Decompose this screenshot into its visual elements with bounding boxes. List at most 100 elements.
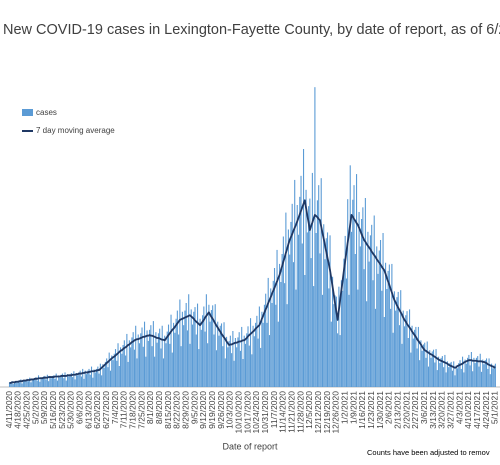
bar (244, 343, 247, 387)
bar (282, 236, 284, 387)
bar (217, 321, 219, 387)
bar (440, 357, 442, 387)
bar (390, 308, 392, 387)
bar (241, 326, 243, 387)
bar (156, 342, 158, 387)
bar (166, 331, 168, 387)
x-tick-label: 3/20/2021 (437, 391, 447, 429)
bar (12, 384, 14, 387)
bar (463, 372, 465, 387)
bar (142, 346, 144, 387)
bar (275, 304, 277, 387)
bar (10, 383, 12, 387)
bar (465, 363, 467, 387)
x-tick-label: 1/30/2021 (375, 391, 385, 429)
bar (320, 178, 322, 387)
bar (398, 325, 401, 387)
bar (218, 335, 220, 387)
bar (409, 309, 411, 387)
bar (263, 304, 265, 387)
bar (34, 378, 36, 387)
bar (487, 368, 489, 387)
bar (165, 343, 167, 387)
bar (233, 360, 235, 387)
bar (67, 374, 69, 387)
bar (203, 306, 205, 387)
bar (22, 380, 24, 387)
bar (149, 329, 151, 387)
bar (89, 374, 91, 387)
bar (286, 304, 288, 387)
bar (426, 341, 428, 387)
bar (492, 368, 494, 387)
bar (363, 269, 365, 387)
bar (318, 185, 320, 387)
bar (21, 383, 23, 387)
bar (199, 318, 201, 387)
bar (220, 323, 223, 387)
bar (427, 366, 430, 387)
bar (53, 375, 55, 387)
bar (104, 361, 106, 387)
bar (265, 293, 267, 387)
bar (64, 372, 66, 387)
bar (330, 321, 332, 387)
bar (451, 370, 454, 387)
legend-label: cases (36, 108, 57, 117)
bar (308, 206, 310, 387)
bar (300, 175, 302, 387)
bar (160, 348, 162, 387)
bar (45, 379, 47, 387)
x-tick-label: 1/2/2021 (339, 391, 349, 424)
bar (332, 276, 334, 387)
bar (338, 286, 340, 387)
bar (489, 374, 491, 387)
bar (443, 367, 445, 387)
bar (454, 375, 456, 387)
bar (169, 343, 171, 387)
legend-swatch (22, 109, 33, 116)
bar (313, 286, 315, 387)
bar (456, 368, 459, 387)
bar (214, 304, 216, 387)
x-tick-label: 5/1/2021 (490, 391, 500, 424)
x-tick-label: 3/13/2021 (428, 391, 438, 429)
bar (358, 212, 360, 387)
bar (374, 308, 377, 387)
bar (180, 346, 182, 387)
x-tick-label: 12/19/2020 (322, 391, 332, 434)
bar (174, 332, 176, 387)
bar (414, 329, 416, 387)
x-tick-label: 8/8/2020 (154, 391, 164, 424)
bar (280, 282, 282, 387)
bar (161, 325, 163, 387)
bar (296, 205, 298, 387)
bar (171, 352, 173, 387)
bar (103, 367, 105, 387)
bar (117, 343, 119, 387)
bar (131, 337, 133, 387)
bar (291, 203, 293, 387)
bar (348, 294, 350, 387)
bar (243, 335, 245, 387)
bar (329, 235, 331, 387)
bar (459, 360, 461, 387)
bar (425, 357, 427, 387)
bar (30, 382, 32, 387)
x-tick-label: 10/31/2020 (260, 391, 270, 434)
bar (462, 356, 464, 387)
bar (295, 289, 297, 387)
bar (58, 375, 60, 387)
bar (176, 310, 178, 387)
bar (234, 338, 236, 387)
x-tick-label: 9/12/2020 (198, 391, 208, 429)
bar (441, 356, 443, 387)
bar (231, 353, 233, 387)
bar (77, 375, 79, 387)
bar (306, 232, 308, 387)
bar (424, 342, 426, 387)
bar (210, 310, 212, 387)
bar (493, 365, 495, 387)
bar (25, 380, 27, 387)
x-tick-label: 11/28/2020 (295, 391, 305, 433)
